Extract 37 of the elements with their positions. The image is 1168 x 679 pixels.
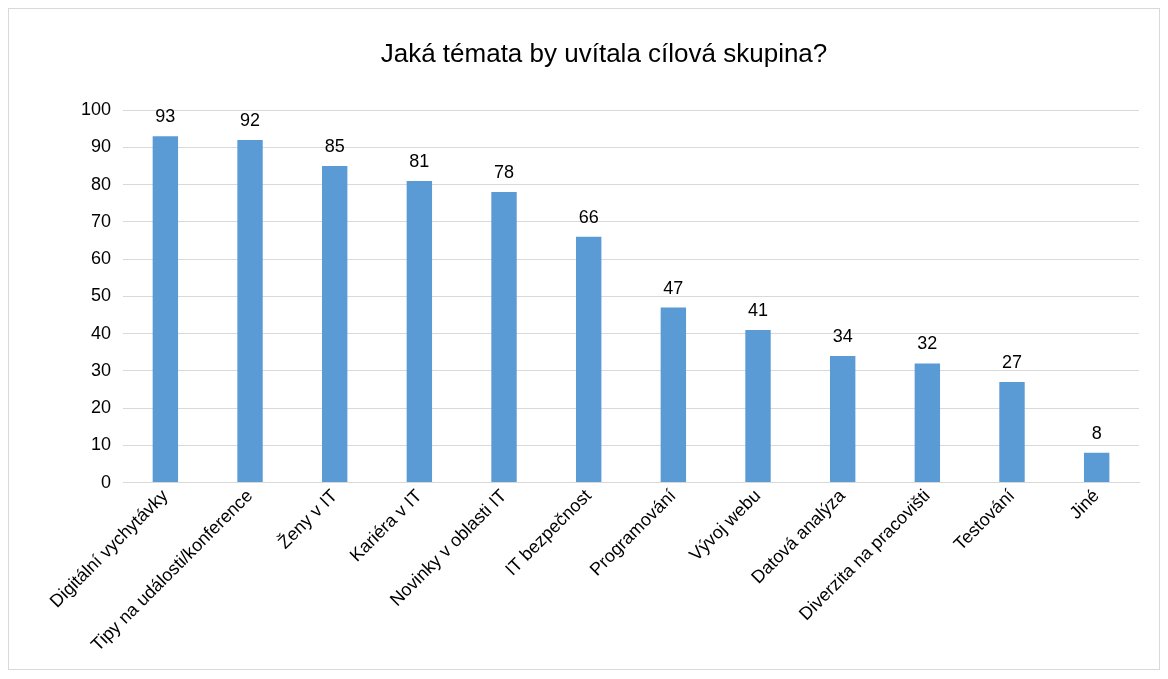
bar [745, 329, 771, 483]
data-label: 81 [409, 150, 430, 171]
y-tick-label: 0 [101, 471, 112, 492]
bar [660, 307, 687, 483]
bar [575, 236, 602, 483]
y-tick-label: 60 [91, 248, 112, 269]
bar [491, 192, 517, 483]
bar [914, 363, 941, 483]
data-label: 34 [832, 325, 853, 346]
bar [321, 166, 348, 483]
y-tick-label: 100 [80, 99, 112, 120]
data-label: 8 [1091, 422, 1102, 443]
data-label: 41 [748, 299, 769, 320]
data-label: 78 [494, 162, 515, 183]
data-label: 85 [324, 136, 345, 157]
y-tick-label: 40 [91, 322, 112, 343]
chart-title: Jaká témata by uvítala cílová skupina? [380, 37, 828, 68]
bar [1083, 452, 1110, 483]
y-tick-label: 50 [91, 285, 112, 306]
data-label: 66 [578, 206, 599, 227]
data-label: 93 [155, 106, 176, 127]
bar [829, 355, 856, 483]
bar [152, 136, 179, 483]
y-tick-label: 30 [91, 359, 112, 380]
bar [237, 139, 263, 483]
data-label: 92 [240, 109, 261, 130]
y-tick-label: 80 [91, 173, 112, 194]
x-tick-label: Jiné [1065, 485, 1104, 523]
data-label: 32 [917, 333, 938, 354]
y-tick-label: 20 [91, 397, 112, 418]
y-tick-label: 10 [91, 434, 112, 455]
bar [406, 180, 433, 483]
y-tick-label: 70 [91, 210, 112, 231]
y-tick-label: 90 [91, 136, 112, 157]
data-label: 47 [663, 277, 684, 298]
bar [999, 382, 1025, 483]
data-label: 27 [1001, 351, 1023, 372]
